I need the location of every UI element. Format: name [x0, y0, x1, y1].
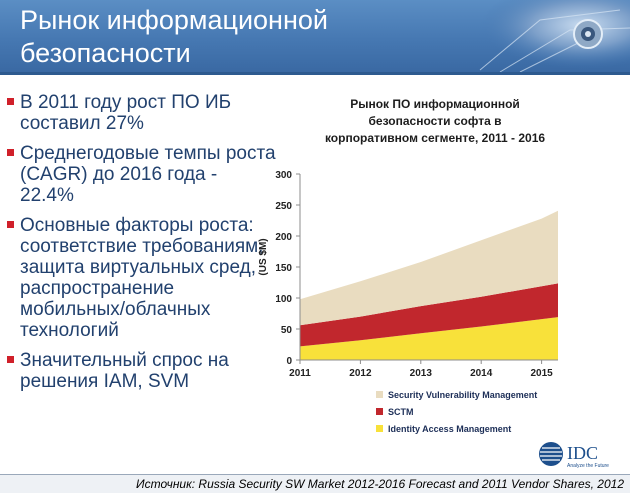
- svg-text:IDC: IDC: [567, 443, 598, 463]
- slide-title: Рынок информационной безопасности: [20, 4, 328, 70]
- chart-title: Рынок ПО информационной безопасности соф…: [300, 96, 570, 147]
- y-tick-label: 100: [275, 294, 292, 305]
- bullet-list: В 2011 году рост ПО ИБ составил 27% Сред…: [6, 92, 276, 401]
- legend-swatch: [376, 425, 383, 432]
- y-tick-label: 50: [281, 325, 293, 336]
- x-tick-label: 2012: [349, 368, 372, 379]
- chart-title-line: Рынок ПО информационной: [350, 97, 520, 111]
- x-tick-label: 2014: [470, 368, 493, 379]
- legend-label: Security Vulnerability Management: [388, 390, 537, 400]
- legend-label: Identity Access Management: [388, 424, 511, 434]
- y-axis-label: (US $M): [258, 238, 269, 275]
- bullet-item: В 2011 году рост ПО ИБ составил 27%: [6, 92, 276, 134]
- bullet-marker-icon: [7, 356, 14, 363]
- legend-label: SCTM: [388, 407, 414, 417]
- series-area-0: [300, 317, 558, 360]
- technology-decoration-image: [460, 0, 630, 72]
- bullet-item: Значительный спрос на решения IAM, SVM: [6, 350, 276, 392]
- bullet-marker-icon: [7, 221, 14, 228]
- bullet-text: В 2011 году рост ПО ИБ составил 27%: [20, 92, 232, 134]
- series-area-2: [300, 210, 558, 326]
- source-note: Источник: Russia Security SW Market 2012…: [136, 477, 624, 491]
- area-chart: 0501001502002503002011201220132014201520…: [258, 170, 558, 434]
- svg-text:Analyze the Future: Analyze the Future: [567, 463, 609, 469]
- x-tick-label: 2013: [410, 368, 433, 379]
- footer-bar: [0, 474, 630, 493]
- legend-swatch: [376, 391, 383, 398]
- y-tick-label: 150: [275, 263, 292, 274]
- bullet-marker-icon: [7, 149, 14, 156]
- y-tick-label: 200: [275, 232, 292, 243]
- bullet-text: Основные факторы роста: соответствие тре…: [20, 215, 264, 341]
- chart-title-line: корпоративном сегменте, 2011 - 2016: [324, 131, 546, 145]
- y-tick-label: 0: [286, 356, 292, 367]
- idc-logo: IDC Analyze the Future: [539, 442, 609, 469]
- y-tick-label: 300: [275, 170, 292, 181]
- x-tick-label: 2011: [289, 368, 311, 379]
- slide-title-line2: безопасности: [20, 38, 191, 68]
- bullet-marker-icon: [7, 98, 14, 105]
- bullet-text: Значительный спрос на решения IAM, SVM: [20, 350, 229, 392]
- bullet-item: Основные факторы роста: соответствие тре…: [6, 215, 276, 341]
- header-divider: [0, 72, 630, 75]
- legend-swatch: [376, 408, 383, 415]
- bullet-item: Среднегодовые темпы роста (CAGR) до 2016…: [6, 143, 276, 206]
- x-tick-label: 2015: [530, 368, 553, 379]
- series-area-1: [300, 283, 558, 347]
- bullet-text: Среднегодовые темпы роста (CAGR) до 2016…: [20, 143, 276, 206]
- slide-header: Рынок информационной безопасности: [0, 0, 630, 72]
- slide-title-line1: Рынок информационной: [20, 5, 328, 35]
- y-tick-label: 250: [275, 201, 292, 212]
- chart-title-line: безопасности софта в: [368, 114, 502, 128]
